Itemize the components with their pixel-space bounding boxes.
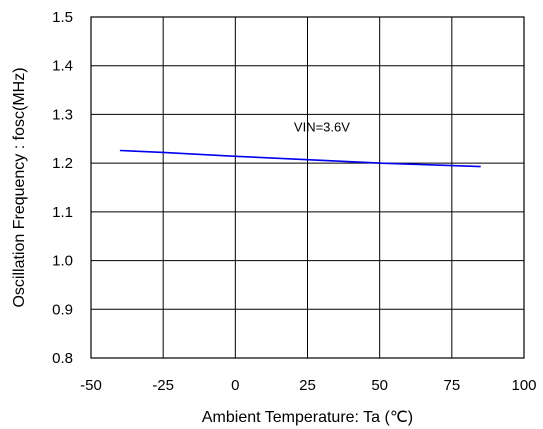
x-tick-label: -25 xyxy=(152,377,174,394)
x-tick-labels: -50 -25 0 25 50 75 100 xyxy=(80,377,536,394)
series-line xyxy=(119,149,481,168)
y-tick-label: 1.3 xyxy=(52,106,73,123)
y-tick-label: 1.5 xyxy=(52,9,73,26)
x-tick-label: 0 xyxy=(231,377,239,394)
series-layer xyxy=(119,149,481,168)
x-axis-title: Ambient Temperature: Ta (℃) xyxy=(202,409,413,426)
x-tick-label: 50 xyxy=(371,377,388,394)
y-tick-label: 0.8 xyxy=(52,350,73,367)
x-tick-label: -50 xyxy=(80,377,102,394)
y-tick-labels: 0.8 0.9 1.0 1.1 1.2 1.3 1.4 1.5 xyxy=(52,9,73,367)
y-axis-title: Oscillation Frequency : fosc(MHz) xyxy=(11,67,28,307)
annotation-label: VIN=3.6V xyxy=(294,119,350,134)
y-tick-label: 1.0 xyxy=(52,253,73,270)
y-tick-label: 1.2 xyxy=(52,155,73,172)
x-tick-label: 25 xyxy=(299,377,316,394)
grid xyxy=(91,17,524,358)
x-tick-label: 75 xyxy=(443,377,460,394)
x-tick-label: 100 xyxy=(511,377,536,394)
y-tick-label: 1.1 xyxy=(52,204,73,221)
y-tick-label: 1.4 xyxy=(52,58,73,75)
plot-area-frame xyxy=(90,16,525,359)
y-tick-label: 0.9 xyxy=(52,301,73,318)
annotations: VIN=3.6V xyxy=(294,119,350,134)
